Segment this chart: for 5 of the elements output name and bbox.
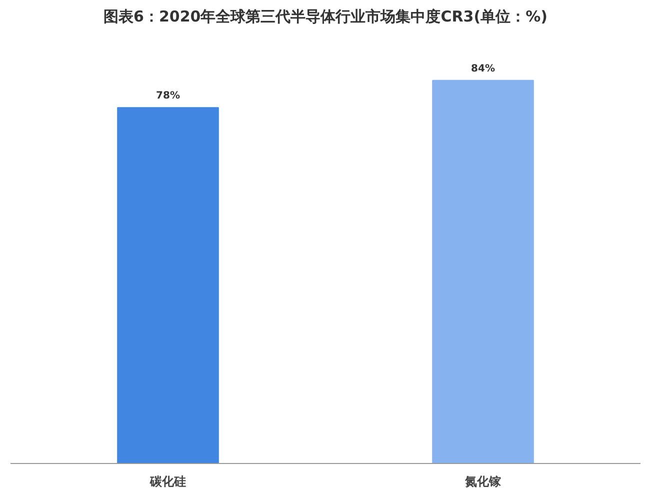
chart-title: 图表6：2020年全球第三代半导体行业市场集中度CR3(单位：%): [104, 8, 548, 26]
data-label: 84%: [471, 63, 495, 74]
data-label: 78%: [156, 90, 180, 102]
x-tick-label: 碳化硅: [149, 474, 186, 488]
x-tick-label: 氮化镓: [464, 474, 502, 488]
